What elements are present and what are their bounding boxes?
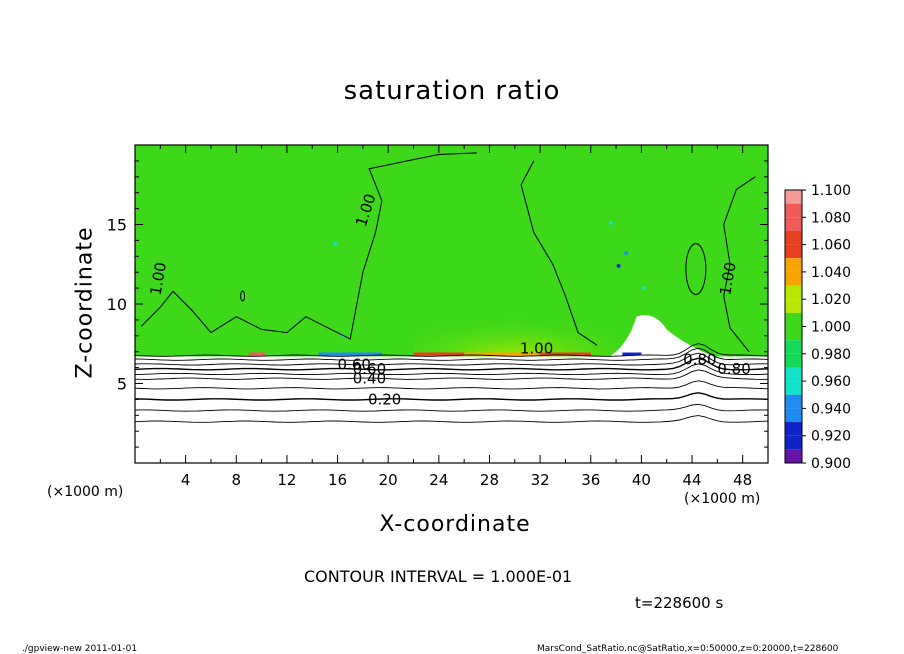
- y-tick-label: 15: [107, 216, 127, 235]
- chart-title: saturation ratio: [343, 76, 561, 106]
- contour-line: [135, 343, 768, 357]
- contour-line-1.00: [723, 176, 756, 353]
- x-tick-label: 12: [277, 471, 296, 489]
- x-tick-label: 36: [581, 471, 600, 489]
- colorbar-swatch: [785, 285, 802, 300]
- x-tick-label: 20: [379, 471, 398, 489]
- y-axis-title: Z-coordinate: [72, 226, 98, 379]
- contour-line-1.00: [140, 152, 477, 340]
- y-tick-label: 5: [117, 375, 127, 394]
- x-axis-title: X-coordinate: [379, 512, 531, 537]
- colorbar-swatch: [785, 435, 802, 450]
- contour-value-label: 0.40: [353, 370, 386, 388]
- colorbar-swatch: [785, 312, 802, 327]
- colorbar-label: 1.100: [811, 183, 851, 199]
- field-speck: [609, 220, 614, 225]
- supersaturated-patch: [413, 296, 617, 357]
- colorbar-swatch: [785, 381, 802, 395]
- contour-value-label: 0.60: [353, 360, 386, 378]
- x-unit-label: (×1000 m): [47, 484, 124, 500]
- colorbar-label: 1.000: [811, 320, 851, 336]
- colorbar-swatch: [785, 394, 802, 409]
- boundary-band: [248, 352, 266, 356]
- contour-loop: [240, 290, 246, 302]
- colorbar-swatch: [785, 230, 802, 245]
- colorbar-swatch: [785, 258, 802, 272]
- contour-line: [135, 415, 768, 423]
- x-unit-label-right: (×1000 m): [684, 491, 761, 507]
- colorbar-label: 1.060: [811, 238, 851, 254]
- colorbar-label: 0.960: [811, 374, 851, 390]
- field-speck: [624, 251, 629, 256]
- colorbar-swatch: [785, 326, 802, 341]
- x-tick-label: 32: [531, 471, 550, 489]
- contour-line: [135, 363, 768, 376]
- x-tick-label: 24: [429, 471, 448, 489]
- contour-value-label: 1.00: [147, 261, 171, 297]
- contour-line: [135, 357, 768, 371]
- boundary-band: [318, 352, 382, 356]
- contour-value-label: 0.80: [717, 360, 750, 378]
- contour-value-label: 0.60: [338, 355, 371, 373]
- x-tick-label: 16: [328, 471, 347, 489]
- colorbar-label: 1.040: [811, 265, 851, 281]
- colorbar-swatch: [785, 340, 802, 354]
- saturation-field: [135, 145, 768, 463]
- x-tick-label: 44: [682, 471, 701, 489]
- colorbar-swatch: [785, 203, 802, 218]
- field-speck: [641, 286, 646, 291]
- contour-value-label: 1.00: [716, 261, 740, 297]
- contour-line: [135, 403, 768, 412]
- colorbar-swatch: [785, 408, 802, 423]
- boundary-band: [464, 352, 541, 356]
- contour-value-label: 1.00: [520, 339, 553, 357]
- contour-interval-note: CONTOUR INTERVAL = 1.000E-01: [304, 567, 573, 586]
- colorbar-label: 0.920: [811, 429, 851, 445]
- colorbar-swatch: [785, 353, 802, 368]
- colorbar-swatch: [785, 217, 802, 231]
- x-tick-label: 48: [733, 471, 752, 489]
- colorbar-label: 1.020: [811, 292, 851, 308]
- footer-source: MarsCond_SatRatio.nc@SatRatio,x=0:50000,…: [537, 644, 839, 654]
- colorbar-label: 1.080: [811, 210, 851, 226]
- contour-value-label: 0.80: [683, 350, 716, 368]
- y-tick-label: 10: [107, 295, 127, 314]
- field-speck: [333, 241, 338, 246]
- contour-line: [135, 347, 768, 361]
- colorbar-label: 0.940: [811, 401, 851, 417]
- colorbar-label: 0.980: [811, 347, 851, 363]
- x-tick-label: 28: [480, 471, 499, 489]
- colorbar-swatch: [785, 271, 802, 286]
- dry-bump: [609, 315, 718, 359]
- y-axis: 5 10 15: [107, 160, 768, 448]
- contour-value-label: 0.20: [368, 390, 401, 408]
- field-speck: [616, 263, 621, 268]
- colorbar: 1.100 1.080 1.060 1.040 1.020 1.000 0.980 0.960…: [784, 183, 851, 472]
- colorbar-swatch: [785, 190, 802, 204]
- colorbar-swatch: [785, 367, 802, 382]
- colorbar-swatch: [785, 299, 802, 313]
- footer-program: ./gpview-new 2011-01-01: [22, 644, 138, 654]
- colorbar-label: 0.900: [811, 456, 851, 472]
- boundary-band: [622, 352, 642, 356]
- contour-line: [135, 392, 768, 401]
- x-tick-label: 40: [632, 471, 651, 489]
- contour-loop: [685, 243, 707, 295]
- x-tick-label: 8: [232, 471, 242, 489]
- contour-line-1.00: [520, 160, 598, 346]
- colorbar-swatch: [785, 422, 802, 436]
- x-tick-label: 4: [181, 471, 191, 489]
- colorbar-swatch: [785, 449, 802, 463]
- contour-line: [135, 369, 768, 380]
- contour-lines: [135, 152, 768, 423]
- time-label: t=228600 s: [635, 594, 724, 612]
- contour-line: [135, 380, 768, 390]
- colorbar-swatch: [785, 244, 802, 259]
- contour-line: [135, 352, 768, 366]
- x-axis: 4 8 12 16 20 24 28 32 36 40 44 48: [159, 145, 752, 489]
